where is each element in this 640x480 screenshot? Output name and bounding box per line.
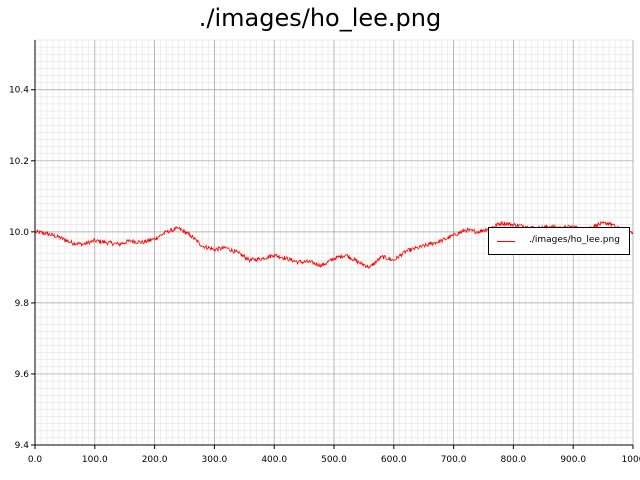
- x-tick-label: 600.0: [381, 455, 407, 465]
- x-tick-label: 500.0: [321, 455, 347, 465]
- y-tick-label: 9.4: [15, 441, 30, 451]
- major-grid: [34, 40, 634, 446]
- x-tick-label: 0.0: [28, 455, 43, 465]
- chart-title: ./images/ho_lee.png: [198, 4, 442, 32]
- legend: ./images/ho_lee.png: [488, 227, 630, 255]
- y-axis-ticks: 9.4 9.6 9.8 10.0 10.2 10.4: [9, 86, 35, 451]
- x-tick-label: 900.0: [560, 455, 586, 465]
- y-tick-label: 9.6: [15, 370, 30, 380]
- x-tick-label: 700.0: [441, 455, 467, 465]
- x-tick-label: 300.0: [202, 455, 228, 465]
- x-axis-ticks: 0.0 100.0 200.0 300.0 400.0 500.0 600.0 700.0 80…: [28, 445, 640, 465]
- y-tick-label: 10.0: [9, 228, 29, 238]
- legend-label: ./images/ho_lee.png: [529, 235, 620, 245]
- legend-swatch-line: [497, 241, 515, 242]
- x-tick-label: 200.0: [142, 455, 168, 465]
- y-tick-label: 10.4: [9, 86, 29, 96]
- y-tick-label: 9.8: [15, 299, 30, 309]
- x-tick-label: 1000: [622, 455, 640, 465]
- x-tick-label: 100.0: [82, 455, 108, 465]
- y-tick-label: 10.2: [9, 157, 29, 167]
- x-tick-label: 800.0: [501, 455, 527, 465]
- x-tick-label: 400.0: [261, 455, 287, 465]
